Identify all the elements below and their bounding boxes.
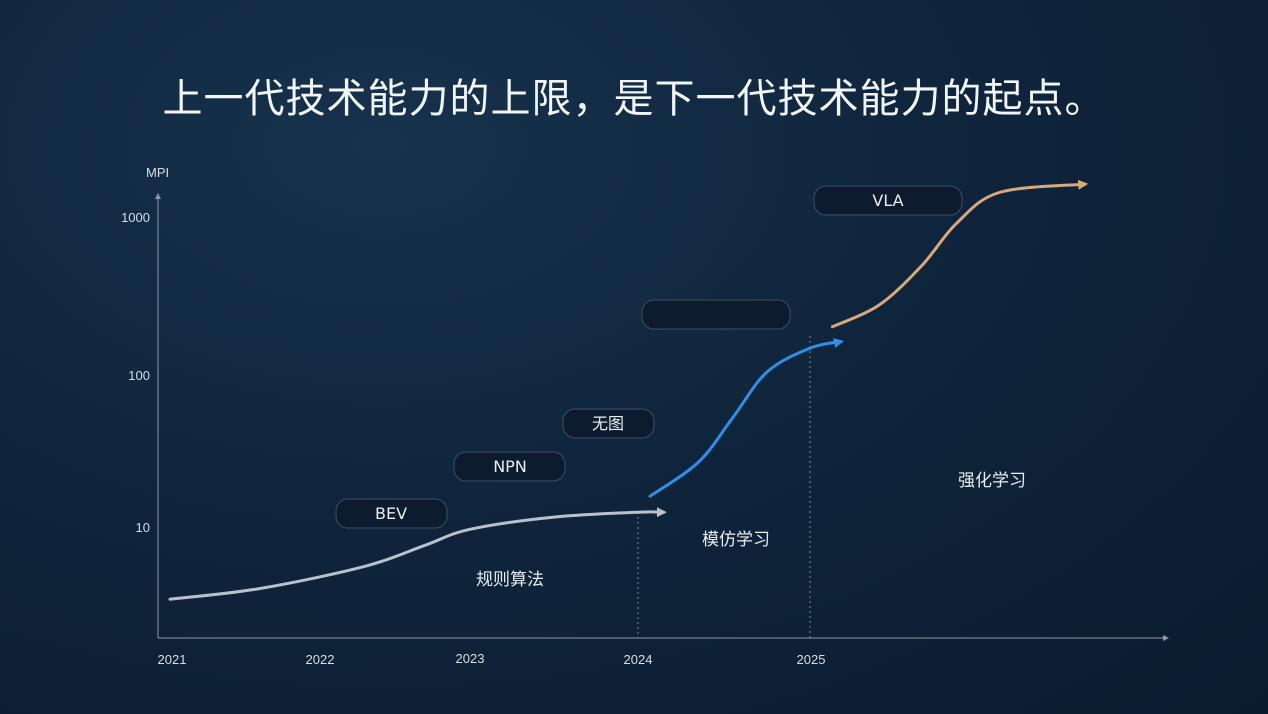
y-tick-label: 100	[128, 368, 150, 383]
pill-vla-label: VLA	[872, 191, 903, 210]
pill-no-map: 无图	[562, 408, 655, 439]
series-rule-based-curve	[168, 507, 667, 601]
pill-no-map-label: 无图	[592, 414, 624, 433]
y-axis-arrow	[155, 193, 161, 199]
x-tick-label: 2023	[456, 651, 485, 666]
phase-rule-based: 规则算法	[476, 570, 544, 590]
series-imitation-curve	[648, 338, 844, 498]
x-axis-arrow	[1163, 635, 1169, 641]
phase-reinforcement: 强化学习	[958, 471, 1026, 491]
pill-npn: NPN	[453, 451, 566, 482]
x-tick-label: 2025	[797, 652, 826, 667]
pill-bev-label: BEV	[375, 504, 407, 523]
pill-npn-label: NPN	[493, 457, 527, 476]
page-title: 上一代技术能力的上限，是下一代技术能力的起点。	[162, 76, 1106, 122]
pill-blurred	[641, 299, 791, 330]
series-reinforcement-curve	[830, 179, 1089, 329]
pill-vla: VLA	[813, 185, 963, 216]
phase-imitation: 模仿学习	[702, 530, 770, 550]
x-tick-label: 2021	[158, 652, 187, 667]
y-tick-label: 10	[136, 520, 150, 535]
x-tick-label: 2022	[306, 652, 335, 667]
x-tick-label: 2024	[624, 652, 653, 667]
y-axis-label: MPI	[146, 165, 169, 180]
pill-bev: BEV	[335, 498, 448, 529]
y-tick-label: 1000	[121, 210, 150, 225]
